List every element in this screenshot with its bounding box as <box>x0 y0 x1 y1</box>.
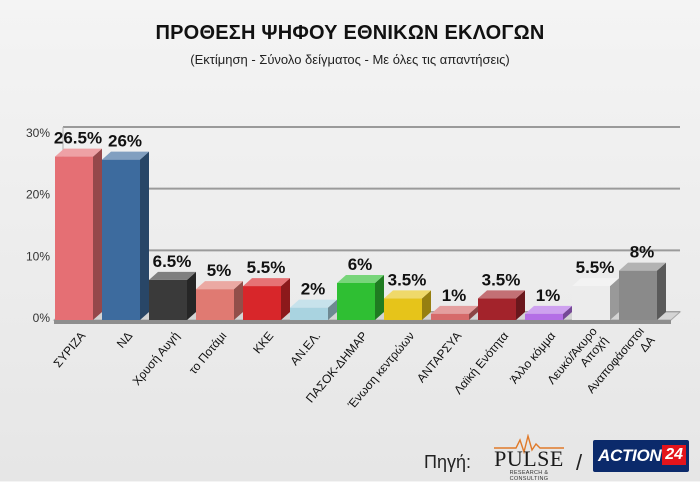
bar-front <box>337 283 375 320</box>
value-label: 26.5% <box>54 129 102 148</box>
bar <box>525 305 572 320</box>
category-label: ΣΥΡΙΖΑ <box>51 329 89 370</box>
bar-top <box>290 299 337 308</box>
y-tick-label: 20% <box>26 188 50 202</box>
bar-top <box>149 271 196 280</box>
value-label: 6% <box>348 255 373 274</box>
pulse-logo-text: PULSE <box>494 446 564 471</box>
category-label: ΚΚΕ <box>250 329 276 356</box>
bars <box>55 148 666 320</box>
footer: Πηγή: PULSE RESEARCH & CONSULTING / ACTI… <box>0 432 700 482</box>
bar-side <box>281 278 290 320</box>
value-label: 3.5% <box>482 270 521 289</box>
pulse-wave-icon <box>494 434 564 454</box>
bar-top <box>619 262 666 271</box>
bar-front <box>290 307 328 320</box>
bar-top <box>478 290 525 299</box>
action24-logo-text: ACTION <box>598 446 662 465</box>
value-label: 5.5% <box>576 258 615 277</box>
chart-subtitle: (Εκτίμηση - Σύνολο δείγματος - Με όλες τ… <box>190 52 510 67</box>
bar <box>55 148 102 320</box>
bar-side <box>563 305 572 320</box>
bar <box>196 281 243 320</box>
bar <box>149 271 196 320</box>
bar-top <box>102 151 149 160</box>
bar-front <box>431 313 469 320</box>
bar-top <box>431 305 478 314</box>
y-tick-label: 10% <box>26 249 50 263</box>
bar-front <box>196 289 234 320</box>
bar-side <box>375 275 384 320</box>
value-label: 8% <box>630 243 655 262</box>
bar <box>102 151 149 320</box>
action24-logo: ACTION 24 <box>593 440 689 472</box>
value-label: 1% <box>442 286 467 305</box>
category-label: Χρυσή Αυγή <box>130 329 183 388</box>
bar-side <box>469 305 478 320</box>
bar <box>572 278 619 320</box>
category-label: το Ποτάμι <box>186 329 230 377</box>
value-label: 1% <box>536 286 561 305</box>
bar-front <box>243 286 281 320</box>
bar <box>384 290 431 320</box>
pulse-logo-subtext: RESEARCH & CONSULTING <box>509 470 549 482</box>
value-label: 3.5% <box>388 270 427 289</box>
bar-top <box>243 278 290 287</box>
bar-front <box>55 156 93 320</box>
chart-title: ΠΡΟΘΕΣΗ ΨΗΦΟΥ ΕΘΝΙΚΩΝ ΕΚΛΟΓΩΝ <box>155 22 545 44</box>
bar <box>619 262 666 320</box>
source-label: Πηγή: <box>424 452 472 472</box>
value-label: 26% <box>108 132 142 151</box>
bar-side <box>328 299 337 320</box>
bar-side <box>422 290 431 320</box>
category-label: ΑΝΤΑΡΣΥΑ <box>414 329 464 385</box>
bar <box>290 299 337 320</box>
value-label: 6.5% <box>153 252 192 271</box>
bar-front <box>149 279 187 320</box>
bar-front <box>102 159 140 320</box>
bar-top <box>337 275 384 283</box>
bar-front <box>619 270 657 320</box>
bar-side <box>93 148 102 320</box>
bar-side <box>610 278 619 320</box>
bar-top <box>196 281 243 290</box>
bar-front <box>525 313 563 320</box>
bar-top <box>384 290 431 299</box>
y-tick-label: 0% <box>33 311 51 325</box>
category-label: ΑΝ.ΕΛ. <box>287 329 323 368</box>
category-label: ΝΔ <box>114 329 135 351</box>
chart-floor-front <box>54 320 671 324</box>
bar <box>431 305 478 320</box>
value-label: 2% <box>301 280 326 299</box>
logo-separator: / <box>576 450 583 475</box>
bar-front <box>384 298 422 320</box>
bar-top <box>55 148 102 157</box>
pulse-logo: PULSE RESEARCH & CONSULTING <box>490 434 568 482</box>
bar-front <box>478 298 516 320</box>
bar-side <box>234 281 243 320</box>
bar <box>478 290 525 320</box>
bar-top <box>525 305 572 314</box>
value-labels: 26.5% 26% 6.5% 5% 5.5% 2% 6% 3.5% 1% 3.5% 1% 5.5% 8% <box>54 129 654 305</box>
bar-front <box>572 286 610 320</box>
bar <box>337 275 384 320</box>
bar-side <box>140 151 149 320</box>
y-axis-ticks: 0% 10% 20% 30% <box>26 126 50 325</box>
value-label: 5.5% <box>247 258 286 277</box>
bar-top <box>572 278 619 287</box>
bar-side <box>187 271 196 320</box>
y-tick-label: 30% <box>26 126 50 140</box>
bar <box>243 278 290 320</box>
bar-chart: 0% 10% 20% 30% 26.5% 26% 6.5% 5% 5.5% 2% 6% 3.5% 1%… <box>26 126 682 412</box>
value-label: 5% <box>207 261 232 280</box>
bar-side <box>516 290 525 320</box>
bar-side <box>657 262 666 320</box>
action24-logo-number: 24 <box>662 445 686 465</box>
